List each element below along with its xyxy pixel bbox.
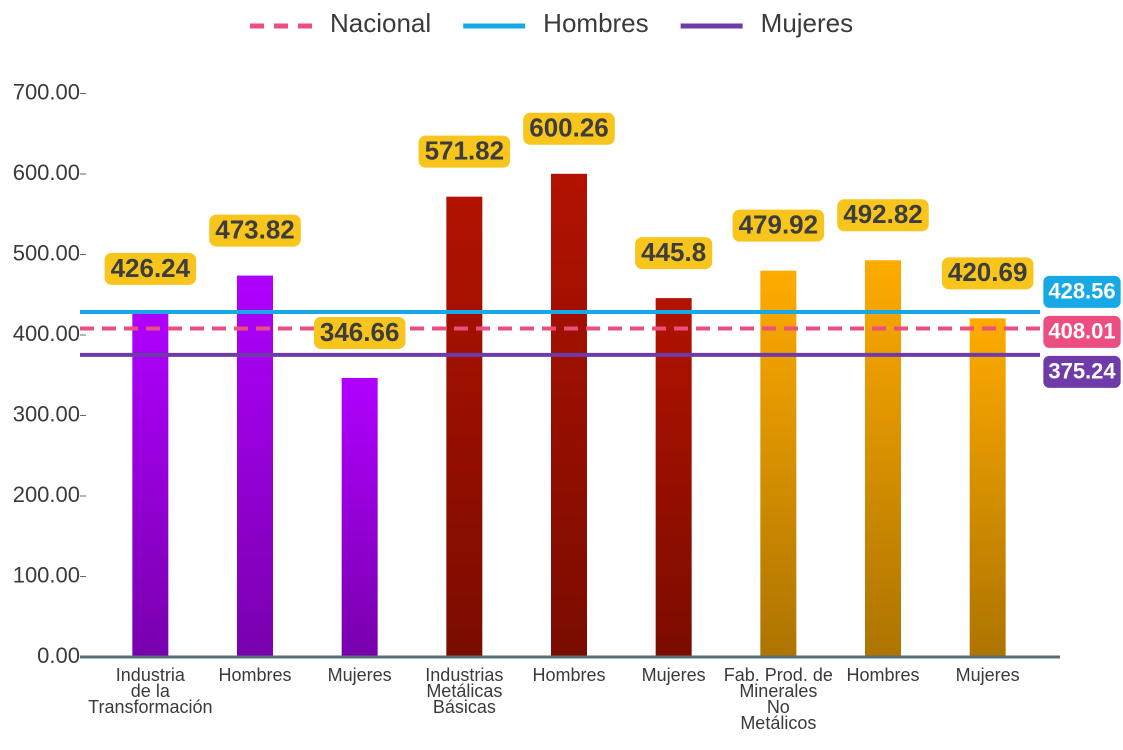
svg-text:346.66: 346.66 <box>320 317 400 347</box>
bar <box>865 260 901 657</box>
svg-text:492.82: 492.82 <box>843 199 923 229</box>
x-tick-label: Mujeres <box>956 665 1020 685</box>
y-tick-label: 100.00 <box>13 562 80 587</box>
bar <box>341 377 378 657</box>
x-tick-label: Industrias Metálicas Básicas <box>425 665 503 717</box>
y-tick-label: 0.00 <box>37 643 80 668</box>
reference-label: 428.56 <box>1043 275 1121 308</box>
y-tick-label: 500.00 <box>13 240 80 265</box>
data-label: 600.26 <box>523 113 615 145</box>
x-tick-label: Industria de la Transformación <box>88 665 212 717</box>
data-label: 346.66 <box>313 317 406 349</box>
svg-text:571.82: 571.82 <box>425 136 505 166</box>
svg-text:420.69: 420.69 <box>948 257 1028 287</box>
x-tick-label: Mujeres <box>328 665 392 685</box>
bar <box>237 275 273 657</box>
x-tick-label: Hombres <box>218 665 291 685</box>
data-label: 492.82 <box>837 199 929 232</box>
svg-text:473.82: 473.82 <box>215 214 295 244</box>
svg-text:479.92: 479.92 <box>739 210 819 240</box>
svg-text:375.24: 375.24 <box>1048 359 1116 384</box>
svg-text:428.56: 428.56 <box>1048 279 1115 304</box>
data-label: 571.82 <box>418 136 511 168</box>
data-label: 445.8 <box>635 237 713 270</box>
data-label: 426.24 <box>104 253 197 285</box>
x-tick-label: Mujeres <box>642 665 706 685</box>
reference-label: 408.01 <box>1043 315 1121 348</box>
svg-text:426.24: 426.24 <box>111 253 191 283</box>
y-tick-label: 300.00 <box>13 401 80 426</box>
legend-label: Hombres <box>543 8 648 38</box>
x-tick-label: Fab. Prod. de Minerales No Metálicos <box>724 665 833 733</box>
bar <box>969 318 1006 657</box>
bar <box>551 173 587 657</box>
y-tick-label: 600.00 <box>13 160 80 185</box>
legend-label: Mujeres <box>761 8 853 38</box>
bar <box>760 270 797 657</box>
svg-text:600.26: 600.26 <box>529 113 609 143</box>
legend-label: Nacional <box>330 8 431 38</box>
data-label: 479.92 <box>732 210 825 242</box>
x-tick-label: Hombres <box>846 665 919 685</box>
data-label: 473.82 <box>209 214 301 247</box>
reference-label: 375.24 <box>1043 355 1121 388</box>
bar <box>655 298 692 657</box>
svg-text:445.8: 445.8 <box>641 237 706 267</box>
y-tick-label: 400.00 <box>13 321 80 346</box>
bar <box>132 313 169 657</box>
data-label: 420.69 <box>941 257 1034 290</box>
y-tick-label: 700.00 <box>13 79 80 104</box>
x-tick-label: Hombres <box>532 665 605 685</box>
svg-text:408.01: 408.01 <box>1048 319 1115 344</box>
y-tick-label: 200.00 <box>13 482 80 507</box>
bar <box>446 196 483 657</box>
